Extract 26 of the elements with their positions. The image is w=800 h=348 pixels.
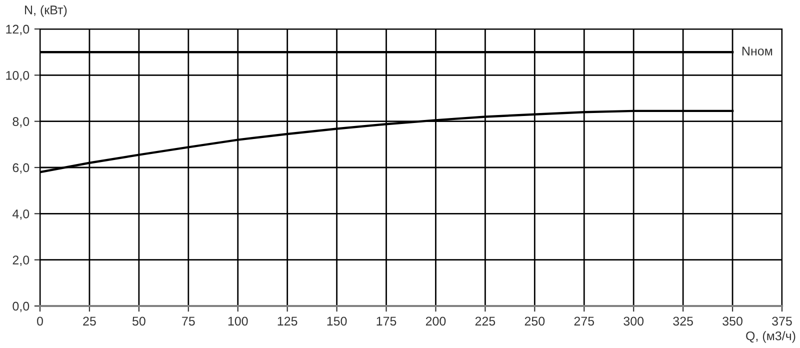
x-tick-label: 150 [327, 316, 347, 326]
x-tick-label: 50 [132, 316, 146, 326]
x-tick-label: 350 [722, 316, 742, 326]
x-tick-label: 175 [376, 316, 396, 326]
y-tick-label: 8,0 [12, 117, 30, 128]
x-tick-label: 75 [182, 316, 195, 326]
y-tick-label: 10,0 [6, 70, 30, 82]
y-axis-title: N, (кВт) [25, 5, 67, 17]
x-tick-label: 200 [426, 316, 446, 326]
y-tick-label: 0,0 [12, 302, 30, 312]
x-tick-label: 0 [37, 316, 43, 326]
x-tick-label: 250 [524, 316, 545, 326]
x-tick-label: 375 [772, 316, 792, 326]
x-tick-label: 125 [278, 316, 298, 326]
x-tick-label: 100 [228, 316, 248, 326]
x-tick-label: 275 [574, 316, 594, 326]
x-tick-label: 300 [624, 316, 644, 326]
ref-line-label: Nном [742, 46, 772, 56]
y-tick-label: 12,0 [6, 24, 30, 36]
y-tick-label: 6,0 [12, 163, 30, 174]
x-tick-label: 25 [83, 316, 96, 326]
x-axis-title: Q, (м3/ч) [746, 331, 796, 343]
y-tick-label: 2,0 [12, 256, 30, 266]
x-tick-label: 225 [475, 316, 496, 326]
y-tick-label: 4,0 [12, 209, 30, 220]
x-tick-label: 325 [673, 316, 693, 326]
